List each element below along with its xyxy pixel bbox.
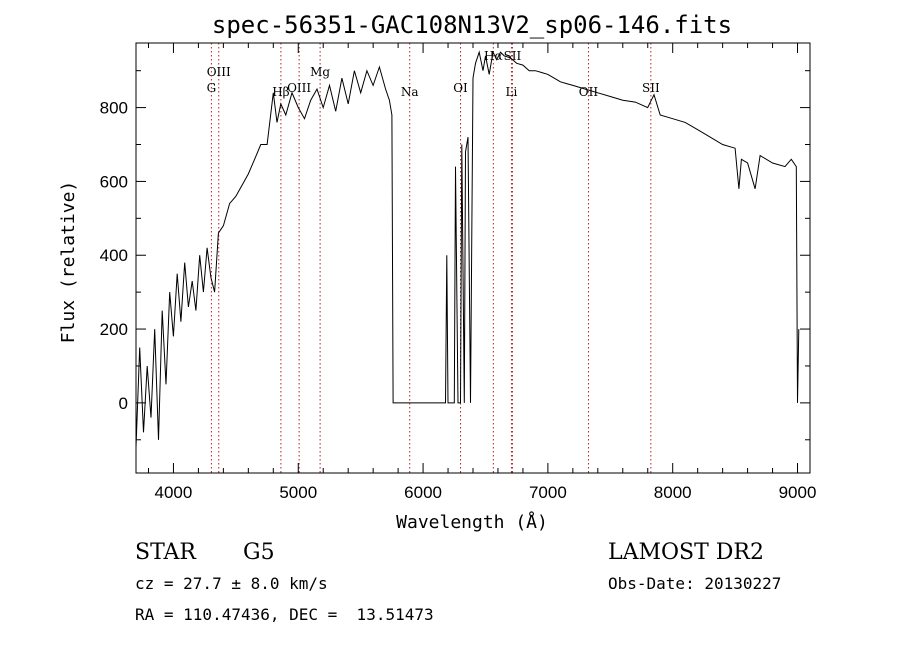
coordinates: RA = 110.47436, DEC = 13.51473	[135, 605, 434, 624]
y-tick-label: 200	[100, 320, 128, 339]
y-tick-label: 800	[100, 99, 128, 118]
x-tick-label: 8000	[654, 483, 692, 502]
y-tick-label: 600	[100, 172, 128, 191]
line-label-oiii: OIII	[207, 65, 231, 79]
line-label-li: Li	[506, 85, 518, 99]
object-class: STAR	[135, 540, 196, 565]
line-label-hβ: Hβ	[272, 85, 289, 99]
line-label-sii: SII	[504, 49, 522, 63]
x-axis-label: Wavelength (Å)	[396, 511, 548, 533]
redshift-cz: cz = 27.7 ± 8.0 km/s	[135, 574, 328, 593]
line-label-g: G	[207, 81, 217, 95]
line-label-oiii: OIII	[287, 81, 311, 95]
x-tick-label: 6000	[404, 483, 442, 502]
line-label-na: Na	[401, 85, 419, 99]
x-tick-label: 5000	[279, 483, 317, 502]
observation-date: Obs-Date: 20130227	[608, 574, 782, 593]
axes: 4000 5000 6000 7000 8000 9000 0 200 400 600 800	[100, 43, 817, 502]
line-label-oi: OI	[453, 81, 468, 95]
survey-name: LAMOST DR2	[608, 540, 764, 565]
y-axis-label: Flux (relative)	[58, 181, 79, 344]
spectrum-series-line	[135, 50, 800, 448]
y-tick-label: 0	[119, 394, 128, 413]
line-label-sii: SII	[642, 81, 660, 95]
chart-title: spec-56351-GAC108N13V2_sp06-146.fits	[212, 11, 732, 39]
spectrum-chart: spec-56351-GAC108N13V2_sp06-146.fits OII…	[58, 11, 817, 533]
x-tick-label: 4000	[155, 483, 193, 502]
line-label-mg: Mg	[310, 65, 330, 79]
y-tick-label: 400	[100, 246, 128, 265]
line-label-hα: Hα	[484, 49, 503, 63]
x-tick-label: 9000	[779, 483, 817, 502]
object-subclass: G5	[243, 540, 275, 565]
x-tick-label: 7000	[529, 483, 567, 502]
